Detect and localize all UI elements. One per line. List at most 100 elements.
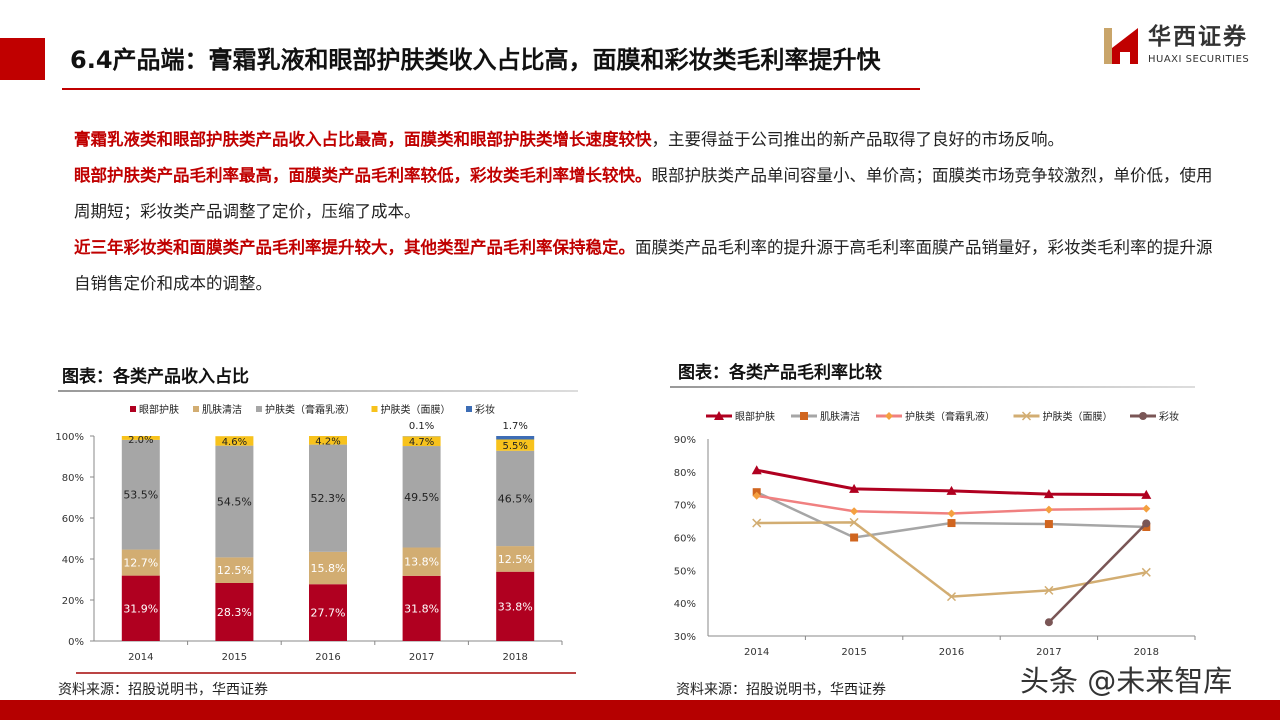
data-label: 31.8% bbox=[404, 602, 439, 615]
bar-segment bbox=[402, 436, 441, 447]
bar-segment bbox=[309, 551, 347, 585]
bar-segment bbox=[496, 450, 535, 547]
x-tick-label: 2017 bbox=[1036, 647, 1061, 658]
y-tick-label: 60% bbox=[674, 534, 696, 545]
x-tick-label: 2018 bbox=[502, 652, 527, 663]
huaxi-logo: 华西证券 HUAXI SECURITIES bbox=[1100, 24, 1270, 74]
data-label: 52.3% bbox=[311, 492, 346, 505]
data-label: 5.5% bbox=[502, 441, 527, 452]
source-divider-left bbox=[76, 672, 576, 674]
data-label: 1.7% bbox=[502, 421, 527, 432]
data-point bbox=[1141, 489, 1152, 499]
y-tick-label: 70% bbox=[674, 501, 696, 512]
logo-mark-icon bbox=[1104, 28, 1138, 64]
legend-label: 护肤类（膏霜乳液） bbox=[265, 403, 355, 416]
data-label: 12.7% bbox=[123, 557, 158, 570]
legend-label: 眼部护肤 bbox=[139, 403, 179, 416]
data-point bbox=[800, 412, 808, 420]
gross-margin-chart: 30% 40% 50% 60% 70% 80% 90% 2014 2015 2016 2017 201… bbox=[674, 410, 1196, 658]
data-point bbox=[1021, 411, 1032, 421]
legend-label: 护肤类（面膜） bbox=[381, 403, 451, 416]
bar-segment bbox=[121, 575, 160, 641]
legend-swatch bbox=[256, 406, 262, 412]
bar-segment bbox=[496, 436, 535, 440]
data-point bbox=[946, 485, 957, 495]
data-label: 54.5% bbox=[217, 495, 252, 508]
data-point bbox=[751, 465, 762, 475]
chart1-title: 图表：各类产品收入占比 bbox=[62, 367, 249, 387]
footer-bar bbox=[0, 700, 1280, 720]
legend-label: 彩妆 bbox=[1159, 410, 1179, 423]
revenue-share-chart: 0% 20% 40% 60% 80% 100% 2014 31.9% 12.7% 53.5% 2.0… bbox=[55, 403, 563, 663]
legend-label: 肌肤清洁 bbox=[820, 410, 860, 423]
chart2-source: 资料来源：招股说明书，华西证券 bbox=[676, 682, 886, 698]
x-tick-label: 2014 bbox=[128, 652, 153, 663]
bar-segment bbox=[121, 439, 160, 550]
bar-segment bbox=[496, 571, 535, 641]
data-label: 53.5% bbox=[123, 489, 158, 502]
y-tick-label: 80% bbox=[674, 468, 696, 479]
paragraph-2: 眼部护肤类产品毛利率最高，面膜类产品毛利率较低，彩妆类毛利率增长较快。眼部护肤类… bbox=[74, 166, 1213, 221]
bar-segment bbox=[496, 439, 535, 451]
x-tick-label: 2015 bbox=[841, 647, 866, 658]
bar-segment bbox=[121, 549, 160, 576]
bar-segment bbox=[402, 446, 441, 548]
data-point bbox=[946, 592, 957, 602]
x-tick-label: 2018 bbox=[1134, 647, 1159, 658]
bar-segment bbox=[309, 436, 347, 445]
legend-label: 护肤类（面膜） bbox=[1043, 410, 1113, 423]
x-tick-label: 2017 bbox=[409, 652, 434, 663]
legend-swatch bbox=[466, 406, 472, 412]
data-point bbox=[1139, 412, 1147, 420]
y-tick-label: 40% bbox=[674, 599, 696, 610]
bar-segment bbox=[215, 582, 254, 641]
paragraph-3: 近三年彩妆类和面膜类产品毛利率提升较大，其他类型产品毛利率保持稳定。面膜类产品毛… bbox=[74, 238, 1213, 293]
x-tick-label: 2016 bbox=[939, 647, 964, 658]
paragraph-1: 膏霜乳液类和眼部护肤类产品收入占比最高，面膜类和眼部护肤类增长速度较快，主要得益… bbox=[74, 130, 1064, 149]
y-tick-label: 60% bbox=[62, 514, 84, 525]
bar-segment bbox=[309, 584, 347, 641]
bar-segment bbox=[402, 547, 441, 576]
data-point bbox=[1044, 585, 1054, 595]
summary-paragraphs: 膏霜乳液类和眼部护肤类产品收入占比最高，面膜类和眼部护肤类增长速度较快，主要得益… bbox=[74, 122, 1224, 302]
bar-segment bbox=[215, 445, 254, 558]
data-label: 15.8% bbox=[311, 562, 346, 575]
y-tick-label: 80% bbox=[62, 473, 84, 484]
data-point bbox=[1142, 504, 1151, 513]
data-point bbox=[752, 491, 761, 500]
data-label: 46.5% bbox=[498, 492, 533, 505]
data-point bbox=[1043, 489, 1054, 499]
legend-swatch bbox=[371, 406, 378, 412]
data-point bbox=[1044, 618, 1053, 627]
data-point bbox=[1044, 505, 1053, 514]
data-point bbox=[1142, 519, 1151, 528]
bar-segment bbox=[309, 444, 347, 552]
y-tick-label: 50% bbox=[674, 566, 696, 577]
data-label: 33.8% bbox=[498, 600, 533, 613]
bar-segment bbox=[402, 575, 441, 641]
data-point bbox=[850, 507, 859, 516]
title-divider bbox=[62, 88, 920, 90]
y-tick-label: 40% bbox=[62, 555, 84, 566]
data-label: 0.1% bbox=[409, 421, 434, 432]
x-tick-label: 2014 bbox=[744, 647, 769, 658]
chart1-title-line bbox=[58, 390, 578, 392]
chart2-title-line bbox=[670, 386, 1195, 388]
data-label: 4.6% bbox=[222, 437, 247, 448]
legend-label: 眼部护肤 bbox=[735, 410, 775, 423]
y-tick-label: 100% bbox=[55, 432, 84, 443]
data-label: 49.5% bbox=[404, 491, 439, 504]
x-tick-label: 2015 bbox=[222, 652, 247, 663]
page-title: 6.4产品端：膏霜乳液和眼部护肤类收入占比高，面膜和彩妆类毛利率提升快 bbox=[70, 46, 881, 74]
data-point bbox=[849, 517, 859, 527]
y-tick-label: 20% bbox=[62, 596, 84, 607]
bar-segment bbox=[215, 557, 254, 583]
data-label: 4.2% bbox=[315, 436, 340, 447]
data-point bbox=[714, 411, 724, 420]
data-point bbox=[1141, 567, 1151, 577]
x-tick-label: 2016 bbox=[315, 652, 340, 663]
header-accent-block bbox=[0, 38, 45, 80]
y-tick-label: 30% bbox=[674, 632, 696, 643]
y-tick-label: 90% bbox=[674, 435, 696, 446]
legend-swatch bbox=[193, 406, 199, 412]
